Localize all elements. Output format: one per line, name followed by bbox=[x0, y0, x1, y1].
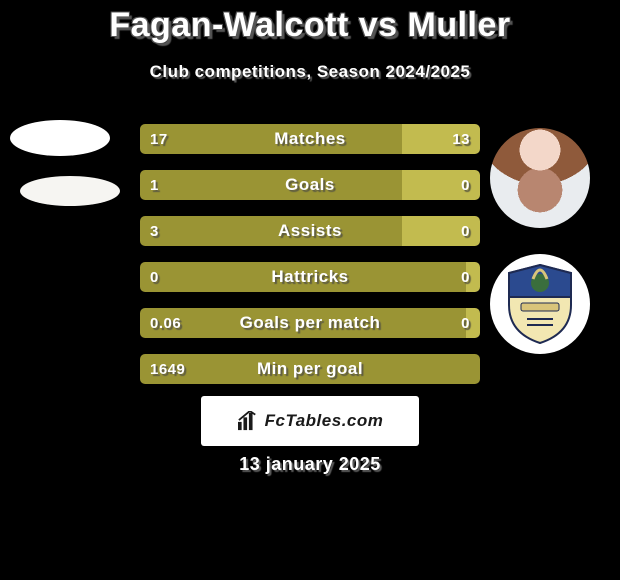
left-player-club-placeholder bbox=[20, 176, 120, 206]
page-title: Fagan-Walcott vs Muller bbox=[0, 6, 620, 45]
left-player-avatar-placeholder bbox=[10, 120, 110, 156]
stat-bar-left bbox=[140, 308, 466, 338]
stat-bar-right bbox=[466, 308, 480, 338]
page-subtitle: Club competitions, Season 2024/2025 bbox=[0, 62, 620, 82]
stat-bar-left bbox=[140, 354, 480, 384]
source-text: FcTables.com bbox=[265, 411, 384, 431]
comparison-infographic: Fagan-Walcott vs Muller Club competition… bbox=[0, 0, 620, 580]
stat-bar-left bbox=[140, 262, 466, 292]
stat-bar-right bbox=[466, 262, 480, 292]
club-crest-icon bbox=[505, 263, 575, 345]
fctables-logo-icon bbox=[237, 411, 259, 431]
stat-row: Matches1713 bbox=[140, 124, 480, 154]
stat-row: Goals per match0.060 bbox=[140, 308, 480, 338]
stat-bar-left bbox=[140, 170, 402, 200]
source-plate: FcTables.com bbox=[201, 396, 419, 446]
stat-bar-left bbox=[140, 216, 402, 246]
right-player-avatar bbox=[490, 128, 590, 228]
stat-bar-left bbox=[140, 124, 402, 154]
stat-bar-right bbox=[402, 216, 480, 246]
stat-row: Assists30 bbox=[140, 216, 480, 246]
stat-row: Goals10 bbox=[140, 170, 480, 200]
right-player-club-crest bbox=[490, 254, 590, 354]
stat-bars-area: Matches1713 Goals10 Assists30 Hattricks00 Go… bbox=[140, 124, 480, 400]
footer-date: 13 january 2025 bbox=[0, 454, 620, 475]
stat-row: Min per goal1649 bbox=[140, 354, 480, 384]
stat-row: Hattricks00 bbox=[140, 262, 480, 292]
stat-bar-right bbox=[402, 124, 480, 154]
stat-bar-right bbox=[402, 170, 480, 200]
